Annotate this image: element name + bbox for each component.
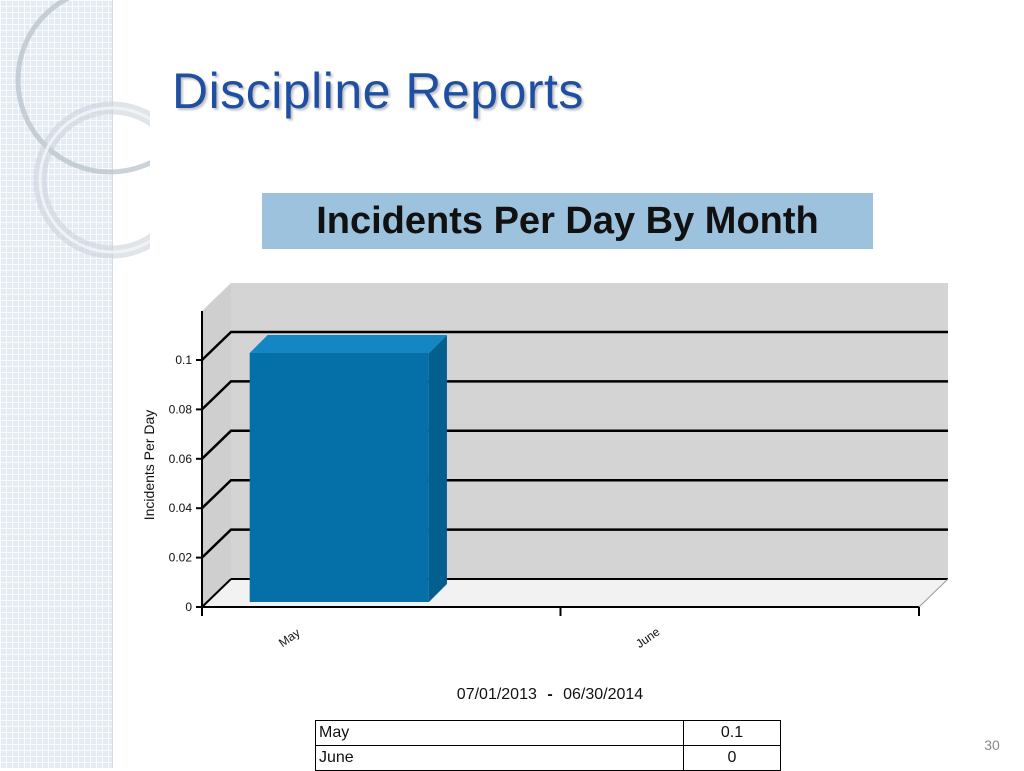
y-tick-label: 0.1 [175, 353, 192, 367]
gridline [201, 528, 948, 559]
bar-side [428, 335, 447, 602]
table-row: May 0.1 [315, 720, 781, 746]
y-tick-label: 0 [185, 600, 192, 614]
y-axis-label: Incidents Per Day [141, 410, 157, 521]
y-tick-label: 0.02 [169, 551, 193, 565]
data-table: May 0.1 June 0 [315, 720, 781, 771]
table-cell-value: 0 [683, 745, 781, 771]
page-number: 30 [984, 737, 1000, 753]
gridline [201, 380, 948, 411]
date-range: 07/01/2013 - 06/30/2014 [400, 686, 700, 704]
x-tick-label: June [633, 624, 663, 651]
gridline [201, 478, 948, 510]
y-tick-label: 0.06 [169, 452, 193, 466]
chart-title: Incidents Per Day By Month [262, 193, 873, 249]
bar-top [249, 335, 447, 353]
date-range-separator: - [547, 686, 553, 703]
gridline [201, 330, 948, 361]
slide-title: Discipline Reports [172, 63, 584, 119]
gridline [201, 429, 948, 460]
table-row: June 0 [315, 745, 781, 771]
floor-edge [918, 578, 949, 608]
y-tick-label: 0.04 [169, 501, 193, 515]
table-cell-value: 0.1 [683, 720, 781, 746]
y-tick-label: 0.08 [169, 402, 193, 416]
x-tick-label: May [276, 625, 303, 649]
gridline [201, 578, 232, 608]
bar [249, 353, 429, 602]
date-range-end: 06/30/2014 [563, 686, 644, 703]
decorative-rings [15, 0, 150, 259]
table-cell-month: June [315, 745, 684, 771]
table-cell-month: May [315, 720, 684, 746]
date-range-start: 07/01/2013 [456, 686, 537, 703]
